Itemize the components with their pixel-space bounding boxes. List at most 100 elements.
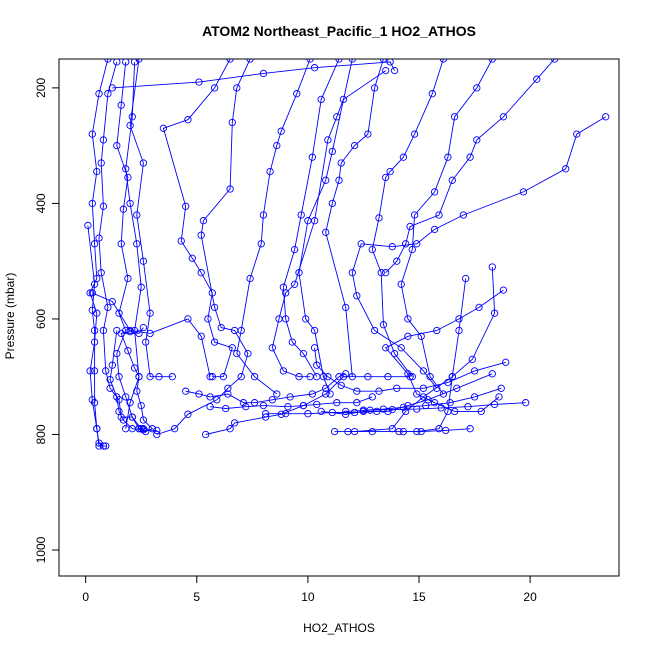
data-point <box>84 221 92 230</box>
data-point <box>390 349 399 358</box>
data-point <box>122 393 130 401</box>
data-point <box>384 407 392 416</box>
data-point <box>299 401 308 410</box>
data-point <box>88 130 96 138</box>
data-point <box>430 225 439 234</box>
data-point <box>466 425 474 433</box>
data-point <box>146 309 154 317</box>
data-point <box>448 176 456 184</box>
data-point <box>275 315 283 323</box>
data-point <box>397 344 405 352</box>
data-point <box>370 84 379 92</box>
data-point <box>324 373 332 381</box>
data-point <box>113 141 121 150</box>
data-point <box>124 274 132 283</box>
data-point <box>439 390 448 398</box>
data-point <box>126 199 134 208</box>
data-point <box>139 416 148 424</box>
y-tick-label: 200 <box>34 78 48 98</box>
profile-line <box>363 387 502 411</box>
data-point <box>388 405 396 414</box>
data-point <box>410 211 419 219</box>
data-point <box>335 59 343 63</box>
data-point <box>139 426 148 434</box>
data-point <box>188 254 196 262</box>
data-point <box>246 274 254 283</box>
data-point <box>95 90 103 98</box>
data-point <box>533 75 541 83</box>
data-point <box>284 403 292 411</box>
data-point <box>279 367 288 375</box>
data-point <box>170 425 179 433</box>
data-point <box>499 286 508 294</box>
data-point <box>488 59 496 63</box>
data-point <box>324 136 332 144</box>
data-point <box>450 113 459 121</box>
data-point <box>90 367 99 375</box>
y-tick-label: 400 <box>34 193 48 213</box>
data-point <box>490 309 499 317</box>
data-point <box>297 211 305 219</box>
data-point <box>410 130 419 138</box>
data-point <box>259 401 268 410</box>
data-point <box>322 384 330 392</box>
data-point <box>337 381 345 390</box>
data-point <box>306 373 314 381</box>
data-point <box>335 373 343 381</box>
data-point <box>550 59 559 63</box>
data-point <box>519 188 528 196</box>
data-point <box>322 176 330 184</box>
data-point <box>168 373 176 381</box>
data-point <box>310 326 319 335</box>
data-point <box>155 373 163 381</box>
data-point <box>382 66 390 75</box>
data-point <box>408 245 416 254</box>
x-axis-title: HO2_ATHOS <box>303 621 375 635</box>
data-point <box>470 367 479 375</box>
data-point <box>379 405 388 413</box>
data-point <box>444 153 452 161</box>
data-point <box>368 393 376 401</box>
data-point <box>328 408 336 417</box>
data-point <box>206 403 214 411</box>
data-point <box>250 373 259 381</box>
data-point <box>386 167 394 176</box>
data-point <box>468 355 476 364</box>
data-point <box>375 387 383 395</box>
data-point <box>115 373 123 381</box>
data-point <box>217 323 225 332</box>
data-point <box>455 315 463 323</box>
data-point <box>430 399 439 407</box>
data-point <box>373 407 381 416</box>
data-point <box>499 113 508 121</box>
data-point <box>377 269 385 277</box>
data-point <box>177 237 185 245</box>
data-point <box>350 408 359 417</box>
data-point <box>417 332 425 340</box>
profile-line <box>162 59 233 378</box>
data-point <box>239 399 248 407</box>
data-point <box>459 211 468 219</box>
data-point <box>402 240 410 248</box>
data-point <box>108 84 116 92</box>
data-point <box>99 326 108 335</box>
data-point <box>399 153 408 161</box>
data-point <box>399 403 408 411</box>
data-point <box>470 393 479 401</box>
x-tick-label: 5 <box>193 590 200 604</box>
data-point <box>104 303 112 312</box>
data-point <box>308 390 316 398</box>
y-axis: 200 400 600 800 1000 <box>34 78 60 563</box>
data-point <box>462 274 470 283</box>
data-point <box>90 399 99 407</box>
profile-line <box>385 59 555 274</box>
data-point <box>293 90 301 98</box>
data-point <box>428 90 436 98</box>
data-point <box>497 384 505 392</box>
profile-line <box>282 59 340 377</box>
data-point <box>228 344 236 352</box>
data-point <box>197 269 205 277</box>
data-point <box>206 393 214 401</box>
plot-area <box>84 59 610 450</box>
data-point <box>233 349 241 358</box>
